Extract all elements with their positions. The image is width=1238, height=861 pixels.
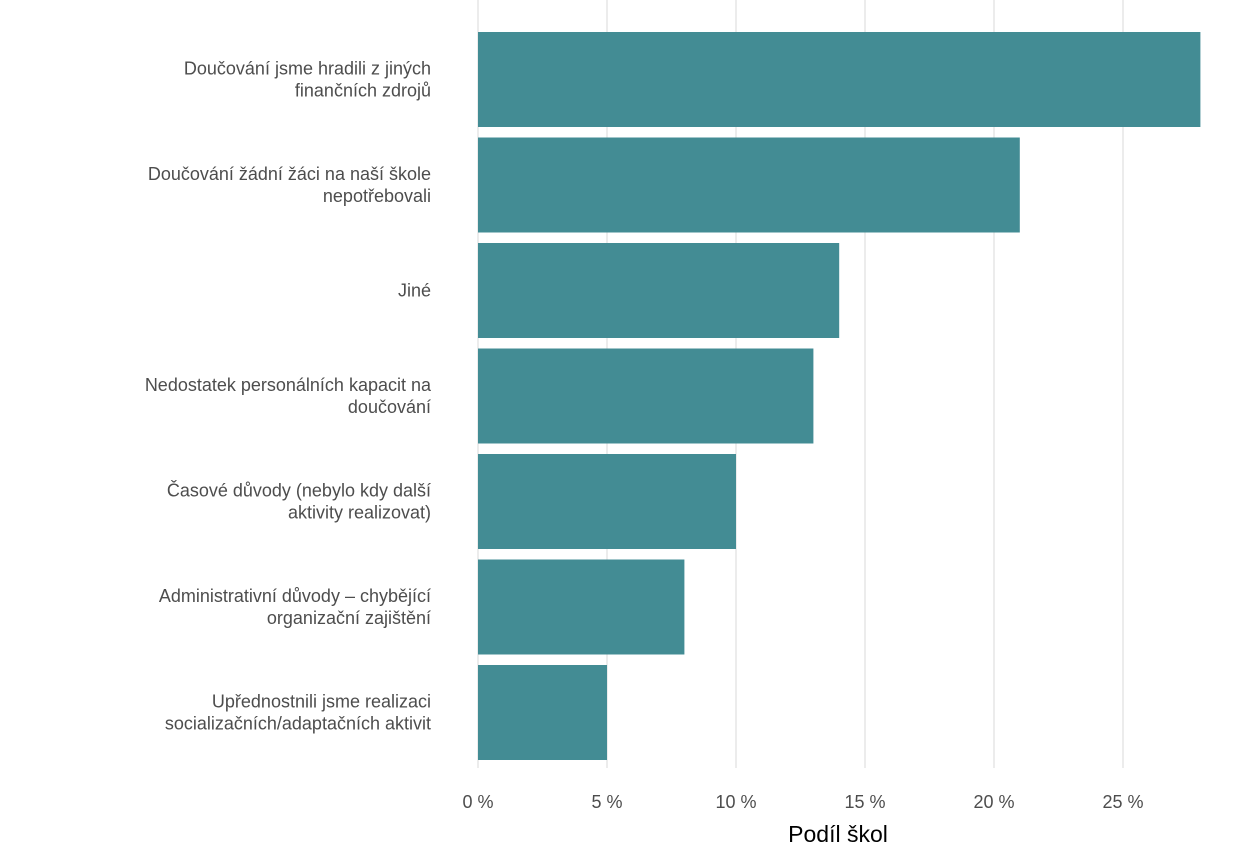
category-label: Administrativní důvody – chybějící organi… <box>159 586 431 628</box>
category-label: Doučování žádní žáci na naší škole nepotř… <box>148 164 431 206</box>
category-label-line: finančních zdrojů <box>295 81 431 101</box>
bar <box>478 454 736 549</box>
bar <box>478 665 607 760</box>
category-label: Jiné <box>398 281 431 301</box>
bars <box>478 32 1201 760</box>
category-label: Doučování jsme hradili z jiných finančníc… <box>184 59 431 101</box>
category-label-line: socializačních/adaptačních aktivit <box>165 714 431 734</box>
category-label-line: Administrativní důvody – chybějící <box>159 586 431 606</box>
x-tick-label: 0 % <box>462 792 493 812</box>
category-label-line: Jiné <box>398 281 431 301</box>
category-label-line: aktivity realizovat) <box>288 503 431 523</box>
category-label-line: Doučování jsme hradili z jiných <box>184 59 431 79</box>
category-label-line: Upřednostnili jsme realizaci <box>212 692 431 712</box>
category-label-line: nepotřebovali <box>323 186 431 206</box>
x-tick-label: 15 % <box>844 792 885 812</box>
bar <box>478 348 814 444</box>
x-axis-title: Podíl škol <box>788 821 888 847</box>
bar <box>478 559 685 655</box>
category-label-line: Nedostatek personálních kapacit na <box>145 375 432 395</box>
x-tick-labels: 0 % 5 % 10 % 15 % 20 % 25 % <box>462 792 1143 812</box>
category-labels: Doučování jsme hradili z jiných finančníc… <box>145 59 432 734</box>
category-label: Upřednostnili jsme realizaci socializační… <box>165 692 431 734</box>
category-label: Časové důvody (nebylo kdy další aktivity … <box>167 480 431 523</box>
bar <box>478 243 840 338</box>
category-label: Nedostatek personálních kapacit na doučov… <box>145 375 432 417</box>
x-tick-label: 10 % <box>715 792 756 812</box>
x-tick-label: 20 % <box>973 792 1014 812</box>
x-tick-label: 5 % <box>591 792 622 812</box>
category-label-line: organizační zajištění <box>267 608 431 628</box>
bar <box>478 32 1201 127</box>
x-tick-label: 25 % <box>1102 792 1143 812</box>
category-label-line: doučování <box>348 397 431 417</box>
bar <box>478 137 1020 233</box>
category-label-line: Doučování žádní žáci na naší škole <box>148 164 431 184</box>
category-label-line: Časové důvody (nebylo kdy další <box>167 480 431 501</box>
